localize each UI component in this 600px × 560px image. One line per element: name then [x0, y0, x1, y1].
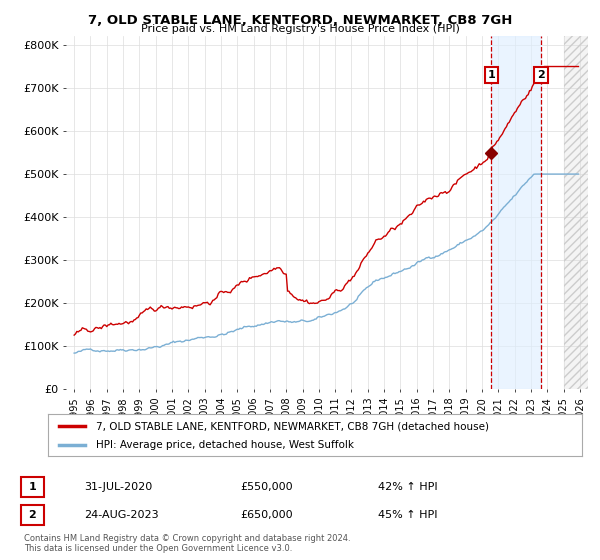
Text: 45% ↑ HPI: 45% ↑ HPI [378, 510, 437, 520]
Text: 31-JUL-2020: 31-JUL-2020 [84, 482, 152, 492]
Text: 2: 2 [29, 510, 36, 520]
Text: 1: 1 [29, 482, 36, 492]
Text: Price paid vs. HM Land Registry's House Price Index (HPI): Price paid vs. HM Land Registry's House … [140, 24, 460, 34]
Text: 42% ↑ HPI: 42% ↑ HPI [378, 482, 437, 492]
Bar [563, 36, 591, 389]
Text: 7, OLD STABLE LANE, KENTFORD, NEWMARKET, CB8 7GH (detached house): 7, OLD STABLE LANE, KENTFORD, NEWMARKET,… [96, 421, 489, 431]
Text: 2: 2 [537, 70, 545, 80]
Bar [563, 36, 591, 389]
Text: HPI: Average price, detached house, West Suffolk: HPI: Average price, detached house, West… [96, 440, 354, 450]
Text: £650,000: £650,000 [240, 510, 293, 520]
Text: 7, OLD STABLE LANE, KENTFORD, NEWMARKET, CB8 7GH: 7, OLD STABLE LANE, KENTFORD, NEWMARKET,… [88, 14, 512, 27]
Text: 24-AUG-2023: 24-AUG-2023 [84, 510, 158, 520]
Bar [491, 36, 541, 389]
Text: Contains HM Land Registry data © Crown copyright and database right 2024.
This d: Contains HM Land Registry data © Crown c… [24, 534, 350, 553]
Text: £550,000: £550,000 [240, 482, 293, 492]
Text: 1: 1 [488, 70, 496, 80]
